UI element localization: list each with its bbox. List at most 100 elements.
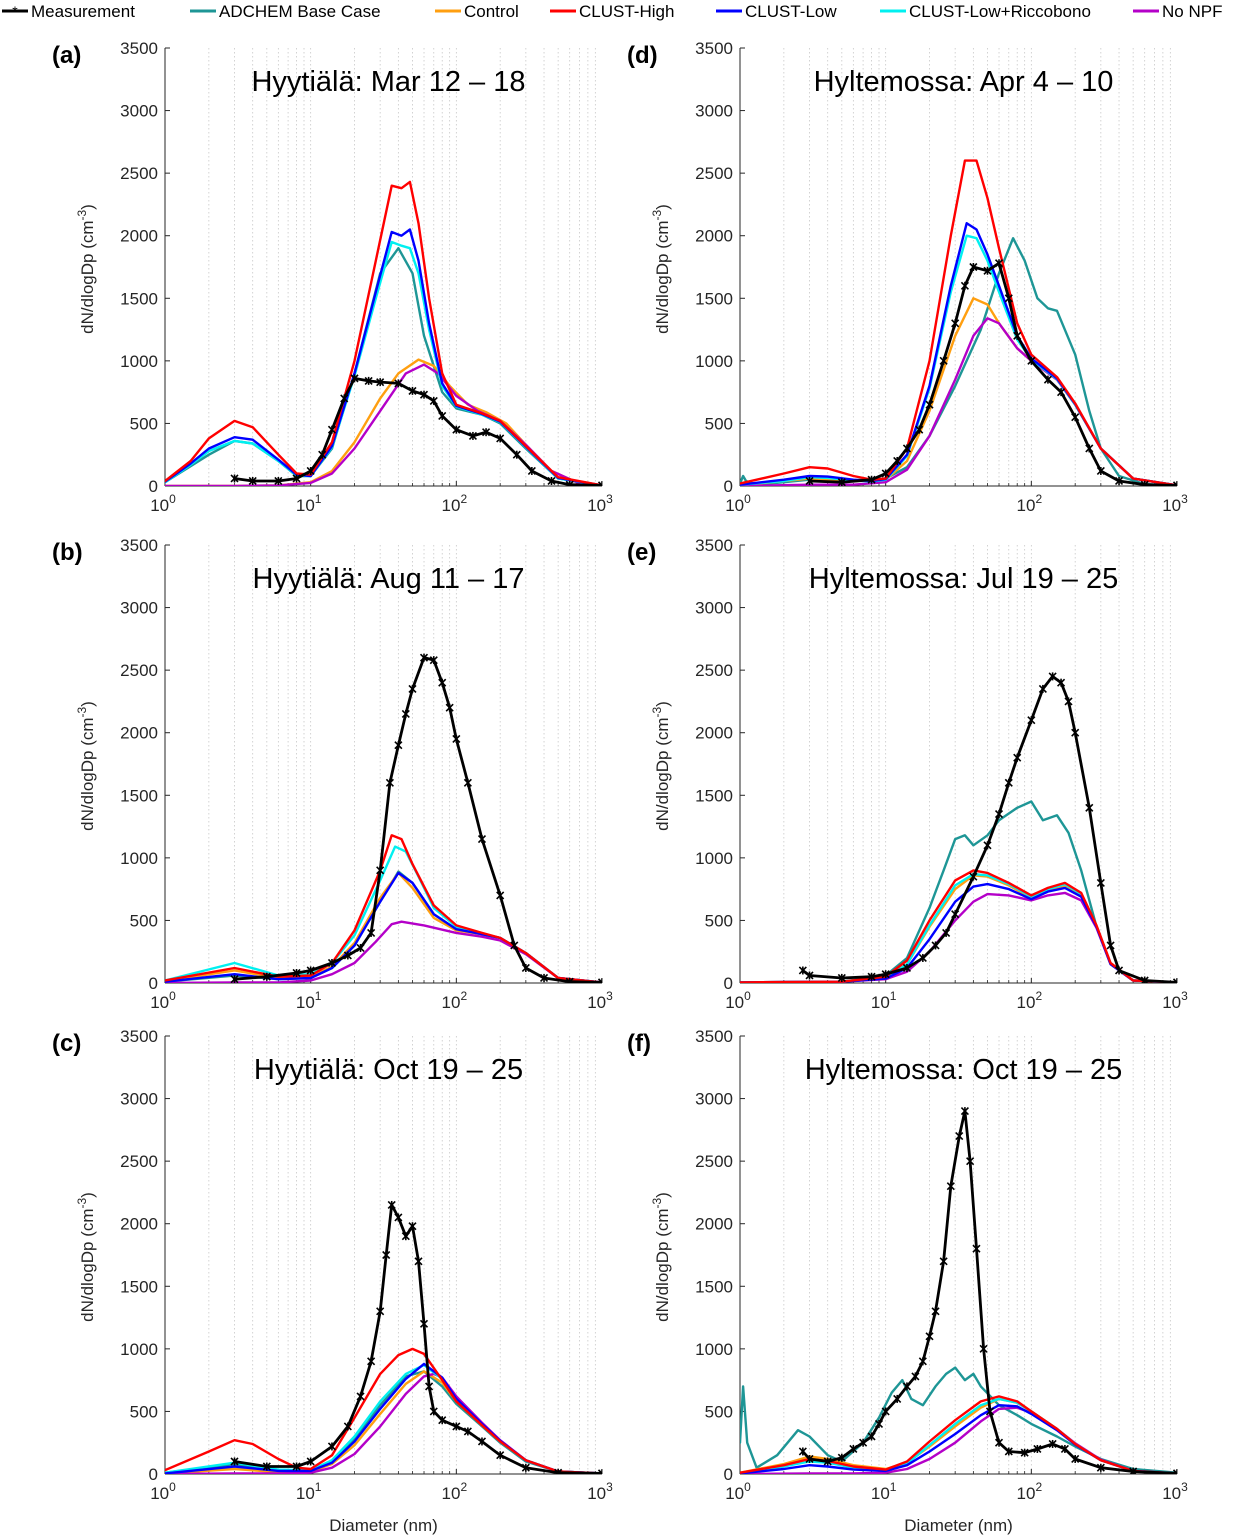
measurement-marker [496, 434, 505, 443]
x-tick-base: 10 [1162, 993, 1181, 1012]
x-tick-exponent: 3 [1181, 492, 1188, 506]
measurement-marker [859, 1438, 868, 1447]
y-tick-label: 1500 [120, 786, 158, 805]
x-tick-exponent: 1 [315, 1480, 322, 1494]
legend-label: CLUST-Low+Riccobono [909, 2, 1091, 21]
x-tick-exponent: 0 [744, 492, 751, 506]
x-tick-exponent: 2 [460, 989, 467, 1003]
y-tick-label: 2500 [120, 1152, 158, 1171]
y-tick-label: 500 [705, 414, 733, 433]
plot-area [740, 1036, 1177, 1474]
x-tick-exponent: 1 [890, 1480, 897, 1494]
x-tick-base: 10 [587, 1484, 606, 1503]
y-tick-label: 3500 [695, 536, 733, 555]
x-tick-exponent: 2 [1035, 1480, 1042, 1494]
x-tick-label: 102 [1017, 989, 1043, 1012]
panel-title: Hyytiälä: Oct 19 – 25 [254, 1054, 523, 1086]
measurement-marker [1172, 1469, 1177, 1474]
x-tick-exponent: 0 [169, 1480, 176, 1494]
measurement-marker [994, 1438, 1004, 1447]
x-tick-exponent: 2 [460, 492, 467, 506]
y-tick-label: 3500 [120, 1027, 158, 1046]
x-grid [783, 1036, 1171, 1474]
y-tick-label: 2500 [695, 164, 733, 183]
x-tick-label: 103 [587, 1480, 613, 1503]
measurement-marker [1013, 331, 1022, 340]
y-tick-label: 1000 [120, 352, 158, 371]
legend-label: ADCHEM Base Case [219, 2, 381, 21]
measurement-marker [902, 963, 912, 973]
measurement-marker [429, 1407, 438, 1416]
y-tick-label: 0 [149, 477, 158, 496]
measurement-marker [230, 1457, 239, 1466]
measurement-marker [527, 466, 536, 476]
y-tick-label: 2500 [120, 661, 158, 680]
measurement-marker [942, 928, 951, 938]
x-tick-label: 100 [725, 1480, 751, 1503]
measurement-marker [376, 1307, 385, 1316]
legend-item-clust-low-riccobono: CLUST-Low+Riccobono [880, 2, 1091, 21]
measurement-marker [1013, 753, 1022, 762]
x-tick-base: 10 [150, 1484, 169, 1503]
measurement-marker [874, 1419, 884, 1429]
series-line-clust-high [740, 869, 1177, 983]
y-axis-label-text: dN/dlogDp (cm [653, 717, 672, 830]
measurement-marker [496, 891, 505, 900]
measurement-marker [837, 478, 846, 486]
measurement-marker [881, 970, 890, 979]
measurement-marker [1129, 1467, 1138, 1474]
y-tick-label: 500 [705, 911, 733, 930]
y-axis-label-text: dN/dlogDp (cm [78, 1208, 97, 1321]
x-tick-base: 10 [442, 1484, 461, 1503]
x-tick-label: 102 [1017, 1480, 1043, 1503]
measurement-marker [902, 1382, 912, 1391]
y-tick-label: 0 [149, 1465, 158, 1484]
measurement-marker [1048, 1439, 1057, 1449]
x-tick-base: 10 [1162, 1484, 1181, 1503]
x-tick-base: 10 [296, 496, 315, 515]
x-tick-base: 10 [1017, 496, 1036, 515]
measurement-marker [1071, 413, 1080, 422]
y-tick-label: 3000 [695, 1090, 733, 1109]
measurement-marker [918, 953, 927, 963]
x-tick-label: 103 [1162, 1480, 1188, 1503]
measurement-marker [452, 425, 461, 434]
measurement-marker [385, 778, 394, 787]
measurement-marker [350, 374, 359, 383]
y-axis-label-close: ) [653, 1192, 672, 1198]
x-tick-exponent: 1 [315, 492, 322, 506]
y-tick-label: 3000 [120, 102, 158, 121]
y-axis-label: dN/dlogDp (cm-3) [75, 1192, 97, 1322]
measurement-marker [994, 809, 1004, 819]
measurement-marker [327, 958, 337, 968]
y-axis-label-close: ) [653, 701, 672, 707]
series-line-clust-high [165, 1347, 602, 1474]
measurement-marker [837, 1453, 846, 1462]
y-tick-label: 1000 [695, 1340, 733, 1359]
x-tick-base: 10 [587, 496, 606, 515]
measurement-marker [918, 1357, 927, 1366]
measurement-marker [521, 1463, 530, 1472]
measurement-marker [1114, 966, 1124, 975]
y-axis-label-exponent: -3 [75, 209, 89, 220]
measurement-marker [419, 390, 429, 399]
y-tick-label: 2000 [695, 724, 733, 743]
series-group [740, 1107, 1177, 1474]
measurement-marker [292, 474, 301, 483]
x-tick-base: 10 [871, 1484, 890, 1503]
measurement-marker [925, 400, 934, 409]
x-tick-label: 101 [871, 989, 897, 1012]
measurement-marker [939, 356, 948, 365]
x-tick-base: 10 [871, 496, 890, 515]
x-grid [783, 48, 1171, 486]
measurement-marker [881, 1407, 890, 1416]
x-tick-base: 10 [1162, 496, 1181, 515]
y-axis-label-text: dN/dlogDp (cm [78, 717, 97, 830]
measurement-marker [565, 977, 574, 983]
measurement-marker [262, 972, 271, 981]
x-tick-label: 102 [442, 492, 468, 515]
measurement-marker [597, 1469, 602, 1474]
measurement-marker [798, 1447, 807, 1456]
x-tick-base: 10 [442, 993, 461, 1012]
